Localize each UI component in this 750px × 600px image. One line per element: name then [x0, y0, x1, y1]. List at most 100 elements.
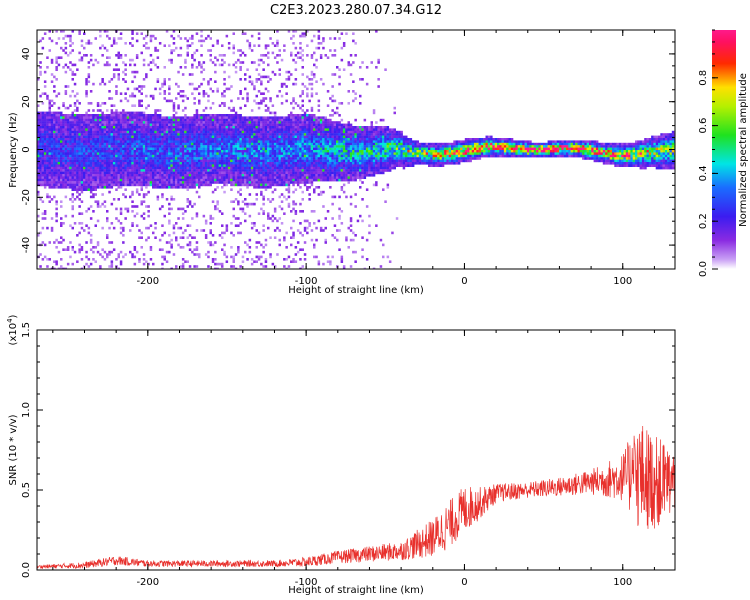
- heatmap-cell: [299, 186, 302, 189]
- heatmap-cell: [264, 54, 268, 57]
- heatmap-cell: [119, 210, 123, 213]
- heatmap-cell: [62, 118, 65, 122]
- heatmap-cell: [96, 181, 100, 184]
- heatmap-cell: [161, 147, 164, 151]
- heatmap-cell: [64, 186, 68, 189]
- heatmap-cell: [46, 130, 49, 134]
- heatmap-cell: [158, 157, 162, 160]
- heatmap-cell: [66, 171, 70, 175]
- heatmap-cell: [108, 147, 111, 151]
- heatmap-cell: [69, 183, 72, 187]
- heatmap-cell: [161, 130, 164, 134]
- heatmap-cell: [202, 118, 206, 122]
- heatmap-cell: [101, 142, 104, 146]
- heatmap-cell: [60, 258, 63, 261]
- heatmap-cell: [133, 181, 137, 184]
- heatmap-cell: [78, 174, 81, 177]
- heatmap-cell: [257, 174, 261, 177]
- heatmap-cell: [50, 114, 54, 117]
- heatmap-cell: [253, 162, 256, 165]
- heatmap-cell: [170, 123, 173, 127]
- heatmap-cell: [230, 171, 233, 175]
- heatmap-cell: [172, 178, 176, 182]
- heatmap-cell: [154, 152, 157, 155]
- heatmap-cell: [250, 138, 254, 141]
- heatmap-cell: [117, 138, 120, 141]
- heatmap-cell: [186, 260, 189, 263]
- heatmap-cell: [41, 140, 45, 143]
- heatmap-cell: [308, 193, 311, 196]
- heatmap-cell: [241, 97, 245, 100]
- heatmap-cell: [87, 80, 91, 83]
- heatmap-cell: [41, 212, 45, 215]
- heatmap-cell: [55, 68, 58, 71]
- heatmap-cell: [101, 183, 104, 187]
- heatmap-cell: [126, 166, 130, 170]
- heatmap-cell: [237, 114, 240, 117]
- heatmap-cell: [214, 171, 217, 175]
- heatmap-cell: [41, 126, 45, 129]
- heatmap-cell: [175, 82, 178, 86]
- heatmap-cell: [244, 138, 247, 141]
- heatmap-cell: [253, 150, 256, 153]
- heatmap-cell: [133, 150, 137, 153]
- heatmap-cell: [163, 92, 166, 95]
- heatmap-cell: [200, 142, 203, 146]
- heatmap-cell: [161, 186, 164, 189]
- heatmap-cell: [43, 152, 47, 155]
- heatmap-cell: [119, 174, 123, 177]
- heatmap-cell: [216, 262, 219, 266]
- heatmap-cell: [230, 178, 233, 182]
- heatmap-cell: [57, 123, 61, 127]
- heatmap-cell: [170, 157, 173, 160]
- heatmap-cell: [87, 39, 91, 43]
- heatmap-cell: [103, 145, 107, 148]
- heatmap-cell: [181, 178, 185, 182]
- heatmap-cell: [108, 135, 111, 139]
- heatmap-cell: [161, 138, 164, 141]
- heatmap-cell: [55, 135, 58, 139]
- heatmap-cell: [273, 126, 277, 129]
- heatmap-cell: [156, 154, 160, 158]
- heatmap-cell: [161, 121, 164, 124]
- heatmap-cell: [186, 171, 189, 175]
- heatmap-cell: [99, 46, 102, 50]
- heatmap-cell: [198, 118, 201, 122]
- heatmap-cell: [57, 267, 61, 269]
- heatmap-cell: [133, 87, 137, 91]
- heatmap-cell: [260, 99, 263, 103]
- heatmap-cell: [310, 114, 314, 117]
- heatmap-cell: [89, 147, 93, 151]
- heatmap-cell: [186, 243, 189, 247]
- heatmap-cell: [163, 135, 166, 139]
- heatmap-cell: [260, 164, 263, 167]
- heatmap-cell: [106, 152, 109, 155]
- heatmap-cell: [198, 63, 201, 67]
- heatmap-cell: [43, 32, 47, 35]
- heatmap-cell: [172, 176, 176, 179]
- heatmap-cell: [232, 255, 235, 259]
- heatmap-cell: [301, 138, 304, 141]
- heatmap-cell: [46, 111, 49, 115]
- heatmap-cell: [239, 126, 242, 129]
- heatmap-cell: [246, 183, 249, 187]
- heatmap-cell: [292, 169, 295, 172]
- heatmap-cell: [306, 154, 309, 158]
- heatmap-cell: [80, 114, 84, 117]
- heatmap-cell: [69, 145, 72, 148]
- heatmap-cell: [193, 253, 196, 256]
- heatmap-cell: [269, 135, 272, 139]
- heatmap-cell: [271, 51, 275, 55]
- heatmap-cell: [191, 174, 194, 177]
- heatmap-cell: [303, 34, 307, 38]
- heatmap-cell: [50, 80, 54, 83]
- heatmap-cell: [106, 183, 109, 187]
- heatmap-cell: [87, 174, 91, 177]
- heatmap-cell: [193, 87, 196, 91]
- heatmap-cell: [108, 190, 111, 194]
- heatmap-cell: [119, 145, 123, 148]
- heatmap-cell: [292, 260, 295, 263]
- heatmap-cell: [140, 135, 143, 139]
- heatmap-cell: [292, 138, 295, 141]
- heatmap-cell: [103, 166, 107, 170]
